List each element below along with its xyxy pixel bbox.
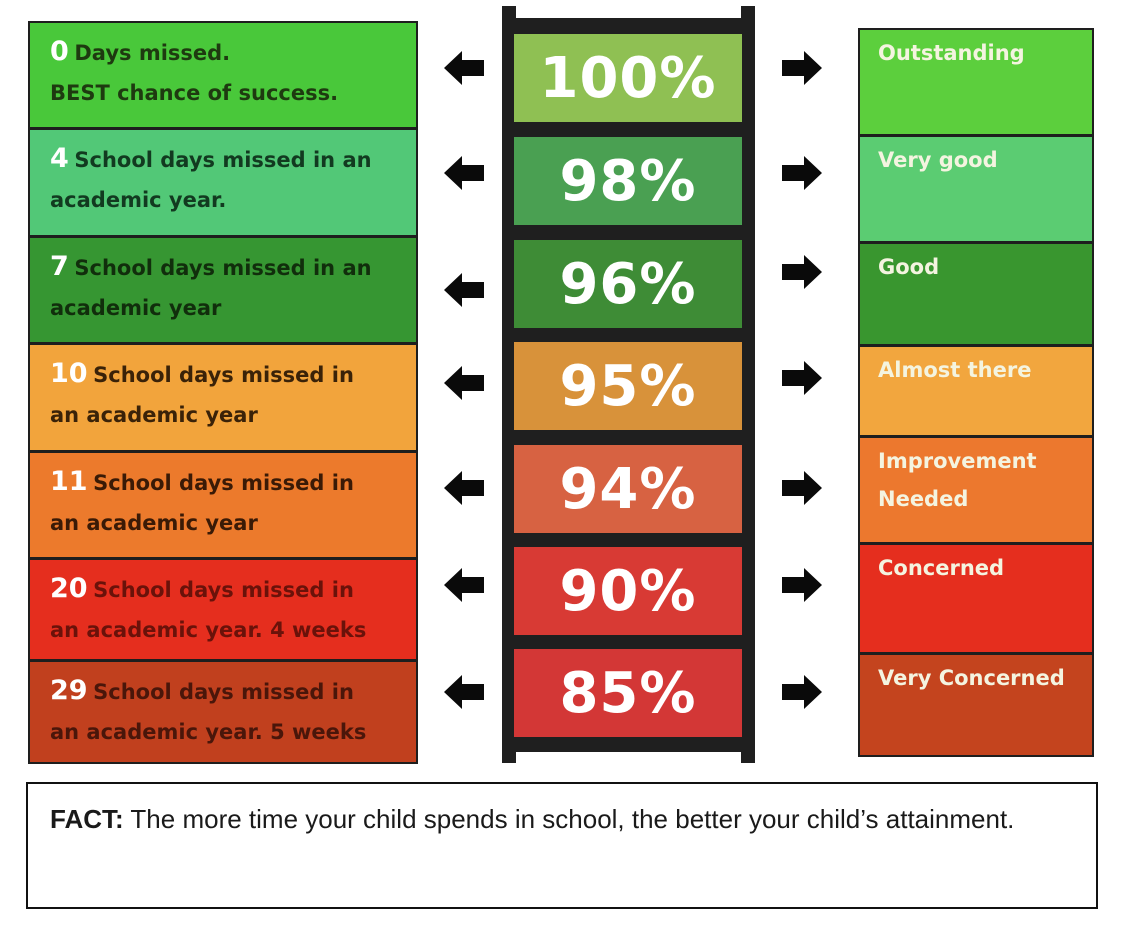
ladder-rung [514, 18, 742, 34]
ladder-rung [514, 736, 742, 752]
days-missed-count: 29 [50, 675, 88, 706]
rating-label: Concerned [878, 556, 1005, 580]
rating-label: Good [878, 255, 940, 279]
arrow-left-icon [444, 156, 484, 190]
ladder-rung [514, 532, 742, 548]
attendance-percent: 96% [514, 240, 742, 328]
arrow-left-icon [444, 675, 484, 709]
days-missed-text-line1: School days missed in an [74, 256, 372, 280]
days-missed-box: 7 School days missed in an academic year [28, 236, 418, 344]
days-missed-count: 0 [50, 36, 69, 67]
days-missed-text-line2: academic year. [50, 188, 227, 212]
days-missed-text-line1: Days missed. [74, 41, 231, 65]
rating-label: Very good [878, 148, 998, 172]
arrow-right-icon [782, 156, 822, 190]
days-missed-count: 11 [50, 466, 88, 497]
days-missed-count: 10 [50, 358, 88, 389]
days-missed-count: 4 [50, 143, 69, 174]
attendance-percent: 100% [514, 34, 742, 122]
days-missed-text-line2: BEST chance of success. [50, 81, 339, 105]
ladder-rung [514, 634, 742, 650]
attendance-percent: 94% [514, 445, 742, 533]
arrow-left-icon [444, 471, 484, 505]
attendance-percent: 90% [514, 547, 742, 635]
arrow-right-icon [782, 568, 822, 602]
days-missed-text-line1: School days missed in [93, 680, 354, 704]
rating-box: Outstanding [858, 28, 1094, 136]
rating-box: Improvement Needed [858, 436, 1094, 544]
rating-label: Almost there [878, 358, 1032, 382]
attendance-percent: 85% [514, 649, 742, 737]
arrow-left-icon [444, 568, 484, 602]
fact-box: FACT: The more time your child spends in… [26, 782, 1098, 909]
days-missed-text-line1: School days missed in [93, 363, 354, 387]
arrow-right-icon [782, 471, 822, 505]
days-missed-count: 7 [50, 251, 69, 282]
days-missed-count: 20 [50, 573, 88, 604]
days-missed-box: 10 School days missed in an academic year [28, 343, 418, 452]
arrow-right-icon [782, 255, 822, 289]
rating-box: Almost there [858, 345, 1094, 437]
days-missed-text-line2: an academic year. 5 weeks [50, 720, 367, 744]
days-missed-box: 0 Days missed. BEST chance of success. [28, 21, 418, 129]
days-missed-text-line2: academic year [50, 296, 222, 320]
days-missed-text-line1: School days missed in [93, 471, 354, 495]
ladder-rung [514, 122, 742, 138]
attendance-percent: 98% [514, 137, 742, 225]
ladder-rail-right [741, 6, 755, 763]
rating-label: Outstanding [878, 41, 1025, 65]
rating-box: Very good [858, 135, 1094, 243]
ladder-rung [514, 328, 742, 344]
fact-text: The more time your child spends in schoo… [123, 804, 1015, 834]
fact-label: FACT: [50, 804, 124, 834]
rating-box: Concerned [858, 543, 1094, 654]
days-missed-text-line2: an academic year [50, 511, 258, 535]
rating-label: Improvement Needed [878, 449, 1037, 511]
days-missed-box: 4 School days missed in an academic year. [28, 128, 418, 237]
arrow-left-icon [444, 366, 484, 400]
ladder-rail-left [502, 6, 516, 763]
arrow-left-icon [444, 51, 484, 85]
arrow-right-icon [782, 675, 822, 709]
arrow-left-icon [444, 273, 484, 307]
rating-box: Very Concerned [858, 653, 1094, 757]
rating-label: Very Concerned [878, 666, 1065, 690]
days-missed-text-line2: an academic year. 4 weeks [50, 618, 367, 642]
ladder-rung [514, 430, 742, 446]
days-missed-text-line1: School days missed in [93, 578, 354, 602]
days-missed-text-line2: an academic year [50, 403, 258, 427]
arrow-right-icon [782, 51, 822, 85]
attendance-percent: 95% [514, 342, 742, 430]
ladder-rung [514, 225, 742, 241]
days-missed-box: 20 School days missed in an academic year… [28, 558, 418, 661]
arrow-right-icon [782, 361, 822, 395]
days-missed-text-line1: School days missed in an [74, 148, 372, 172]
rating-box: Good [858, 242, 1094, 346]
days-missed-box: 29 School days missed in an academic year… [28, 660, 418, 764]
days-missed-box: 11 School days missed in an academic year [28, 451, 418, 559]
